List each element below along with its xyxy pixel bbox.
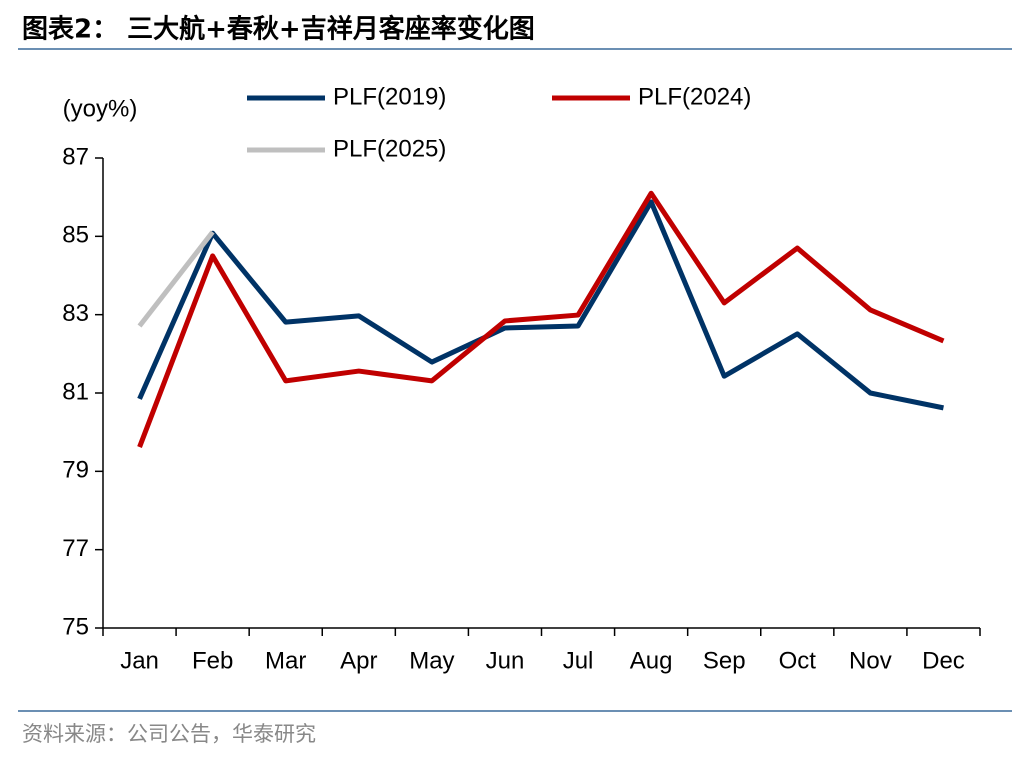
x-tick-label: Mar — [265, 647, 306, 674]
x-tick-label: Dec — [922, 647, 965, 674]
series-line — [137, 199, 944, 411]
x-tick-label: Oct — [779, 647, 817, 674]
y-tick-label: 85 — [62, 222, 89, 249]
x-tick-label: Jan — [120, 647, 159, 674]
y-tick-label: 83 — [62, 300, 89, 327]
x-tick-label: Jul — [563, 647, 594, 674]
y-axis-label: (yoy%) — [63, 95, 138, 122]
legend-label: PLF(2025) — [333, 135, 446, 162]
x-tick-label: Sep — [703, 647, 746, 674]
x-tick-label: May — [409, 647, 454, 674]
x-tick-label: Nov — [849, 647, 892, 674]
x-tick-label: Feb — [192, 647, 233, 674]
x-tick-label: Jun — [486, 647, 525, 674]
legend-label: PLF(2019) — [333, 83, 446, 110]
source: 资料来源：公司公告，华泰研究 — [22, 722, 316, 746]
y-tick-label: 77 — [62, 535, 89, 562]
y-tick-label: 87 — [62, 143, 89, 170]
x-tick-label: Apr — [340, 647, 377, 674]
legend-label: PLF(2024) — [638, 83, 751, 110]
x-tick-label: Aug — [630, 647, 673, 674]
series-line — [137, 190, 945, 448]
y-tick-label: 81 — [62, 378, 89, 405]
chart-title: 图表2： 三大航+春秋+吉祥月客座率变化图 — [22, 14, 535, 45]
series-line — [137, 230, 215, 328]
y-tick-label: 75 — [62, 613, 89, 640]
y-tick-label: 79 — [62, 457, 89, 484]
